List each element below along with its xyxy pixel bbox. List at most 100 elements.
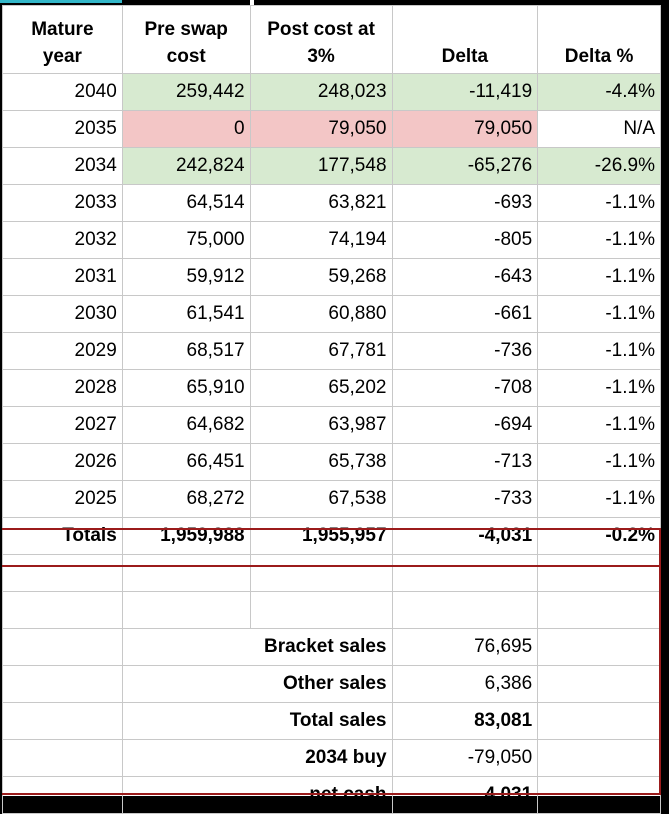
cell-post-cost[interactable]: 65,202 xyxy=(249,369,393,407)
summary-label[interactable]: Total sales xyxy=(121,702,393,740)
header-delta[interactable]: Delta xyxy=(391,5,539,74)
header-post-cost[interactable]: Post cost at 3% xyxy=(249,5,393,74)
cell-delta-pct[interactable]: -1.1% xyxy=(537,443,661,481)
empty-cell[interactable] xyxy=(537,628,661,666)
empty-cell[interactable] xyxy=(391,554,539,592)
empty-cell[interactable] xyxy=(537,591,661,629)
cell-post-cost[interactable]: 67,781 xyxy=(249,332,393,370)
cell-delta[interactable]: -65,276 xyxy=(391,147,539,185)
cell-delta-pct[interactable]: -26.9% xyxy=(537,147,661,185)
cell-post-cost[interactable]: 177,548 xyxy=(249,147,393,185)
cell-post-cost[interactable]: 65,738 xyxy=(249,443,393,481)
cell-pre-swap-cost[interactable]: 68,272 xyxy=(121,480,251,518)
cell-pre-swap-cost[interactable]: 68,517 xyxy=(121,332,251,370)
cell-delta[interactable]: -694 xyxy=(391,406,539,444)
summary-value[interactable]: 76,695 xyxy=(391,628,539,666)
empty-cell[interactable] xyxy=(2,739,123,777)
header-delta-pct[interactable]: Delta % xyxy=(537,5,661,74)
cell-post-cost[interactable]: 60,880 xyxy=(249,295,393,333)
empty-cell[interactable] xyxy=(537,702,661,740)
summary-value[interactable]: 83,081 xyxy=(391,702,539,740)
totals-delta-pct[interactable]: -0.2% xyxy=(537,517,661,555)
empty-cell[interactable] xyxy=(537,665,661,703)
empty-cell[interactable] xyxy=(249,554,393,592)
cell-post-cost[interactable]: 248,023 xyxy=(249,73,393,111)
summary-label[interactable]: 2034 buy xyxy=(121,739,393,777)
empty-cell[interactable] xyxy=(2,554,123,592)
summary-value[interactable]: 4,031 xyxy=(391,776,539,814)
cell-pre-swap-cost[interactable]: 242,824 xyxy=(121,147,251,185)
cell-delta-pct[interactable]: -1.1% xyxy=(537,258,661,296)
cell-pre-swap-cost[interactable]: 75,000 xyxy=(121,221,251,259)
empty-cell[interactable] xyxy=(391,591,539,629)
cell-delta[interactable]: -693 xyxy=(391,184,539,222)
totals-post-cost[interactable]: 1,955,957 xyxy=(249,517,393,555)
cell-year[interactable]: 2031 xyxy=(2,258,123,296)
cell-delta[interactable]: 79,050 xyxy=(391,110,539,148)
cell-pre-swap-cost[interactable]: 61,541 xyxy=(121,295,251,333)
cell-delta-pct[interactable]: -1.1% xyxy=(537,184,661,222)
empty-cell[interactable] xyxy=(121,591,251,629)
cell-year[interactable]: 2033 xyxy=(2,184,123,222)
empty-cell[interactable] xyxy=(537,776,661,814)
cell-pre-swap-cost[interactable]: 0 xyxy=(121,110,251,148)
cell-delta-pct[interactable]: -1.1% xyxy=(537,369,661,407)
cell-delta-pct[interactable]: -1.1% xyxy=(537,406,661,444)
cell-pre-swap-cost[interactable]: 59,912 xyxy=(121,258,251,296)
cell-year[interactable]: 2028 xyxy=(2,369,123,407)
cell-delta-pct[interactable]: -4.4% xyxy=(537,73,661,111)
cell-pre-swap-cost[interactable]: 64,514 xyxy=(121,184,251,222)
cell-pre-swap-cost[interactable]: 259,442 xyxy=(121,73,251,111)
totals-label[interactable]: Totals xyxy=(2,517,123,555)
empty-cell[interactable] xyxy=(2,628,123,666)
cell-year[interactable]: 2026 xyxy=(2,443,123,481)
empty-cell[interactable] xyxy=(249,591,393,629)
cell-delta-pct[interactable]: -1.1% xyxy=(537,480,661,518)
summary-label[interactable]: Other sales xyxy=(121,665,393,703)
cell-post-cost[interactable]: 74,194 xyxy=(249,221,393,259)
cell-year[interactable]: 2025 xyxy=(2,480,123,518)
cell-year[interactable]: 2034 xyxy=(2,147,123,185)
totals-delta[interactable]: -4,031 xyxy=(391,517,539,555)
cell-delta-pct[interactable]: -1.1% xyxy=(537,221,661,259)
cell-delta[interactable]: -643 xyxy=(391,258,539,296)
cell-year[interactable]: 2032 xyxy=(2,221,123,259)
empty-cell[interactable] xyxy=(2,776,123,814)
cell-year[interactable]: 2027 xyxy=(2,406,123,444)
totals-pre-swap-cost[interactable]: 1,959,988 xyxy=(121,517,251,555)
cell-delta[interactable]: -733 xyxy=(391,480,539,518)
cell-delta[interactable]: -805 xyxy=(391,221,539,259)
summary-label[interactable]: net cash xyxy=(121,776,393,814)
cell-post-cost[interactable]: 59,268 xyxy=(249,258,393,296)
cell-post-cost[interactable]: 67,538 xyxy=(249,480,393,518)
cell-post-cost[interactable]: 63,987 xyxy=(249,406,393,444)
summary-value[interactable]: 6,386 xyxy=(391,665,539,703)
cell-delta[interactable]: -708 xyxy=(391,369,539,407)
cell-post-cost[interactable]: 63,821 xyxy=(249,184,393,222)
cell-year[interactable]: 2029 xyxy=(2,332,123,370)
cell-delta[interactable]: -736 xyxy=(391,332,539,370)
header-pre-swap-cost[interactable]: Pre swap cost xyxy=(121,5,251,74)
cell-delta-pct[interactable]: -1.1% xyxy=(537,332,661,370)
cell-year[interactable]: 2030 xyxy=(2,295,123,333)
cell-delta[interactable]: -11,419 xyxy=(391,73,539,111)
cell-post-cost[interactable]: 79,050 xyxy=(249,110,393,148)
cell-delta[interactable]: -661 xyxy=(391,295,539,333)
cell-pre-swap-cost[interactable]: 66,451 xyxy=(121,443,251,481)
cell-pre-swap-cost[interactable]: 65,910 xyxy=(121,369,251,407)
header-mature-year[interactable]: Mature year xyxy=(2,5,123,74)
empty-cell[interactable] xyxy=(2,702,123,740)
empty-cell[interactable] xyxy=(537,554,661,592)
empty-cell[interactable] xyxy=(2,591,123,629)
cell-delta-pct[interactable]: N/A xyxy=(537,110,661,148)
empty-cell[interactable] xyxy=(537,739,661,777)
summary-label[interactable]: Bracket sales xyxy=(121,628,393,666)
cell-year[interactable]: 2040 xyxy=(2,73,123,111)
cell-delta-pct[interactable]: -1.1% xyxy=(537,295,661,333)
cell-year[interactable]: 2035 xyxy=(2,110,123,148)
empty-cell[interactable] xyxy=(121,554,251,592)
summary-value[interactable]: -79,050 xyxy=(391,739,539,777)
cell-delta[interactable]: -713 xyxy=(391,443,539,481)
empty-cell[interactable] xyxy=(2,665,123,703)
cell-pre-swap-cost[interactable]: 64,682 xyxy=(121,406,251,444)
